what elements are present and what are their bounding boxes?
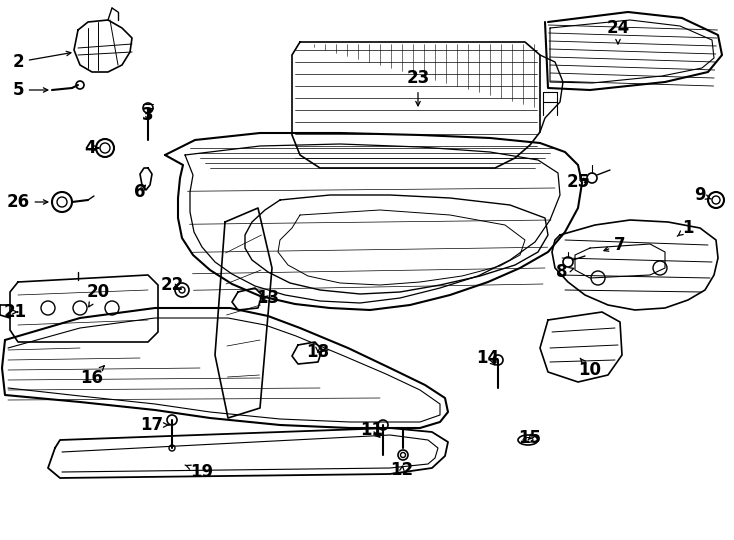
Text: 18: 18 <box>307 343 330 361</box>
Text: 17: 17 <box>140 416 169 434</box>
Text: 6: 6 <box>134 183 146 201</box>
Text: 23: 23 <box>407 69 429 106</box>
Text: 2: 2 <box>12 51 71 71</box>
Text: 15: 15 <box>518 429 542 447</box>
Text: 10: 10 <box>578 358 601 379</box>
Text: 9: 9 <box>694 186 711 204</box>
Text: 25: 25 <box>567 173 589 191</box>
Text: 13: 13 <box>256 289 280 307</box>
Text: 5: 5 <box>12 81 48 99</box>
Text: 11: 11 <box>360 421 383 439</box>
Text: 1: 1 <box>677 219 694 237</box>
Text: 21: 21 <box>4 303 26 321</box>
Text: 3: 3 <box>142 106 154 124</box>
Text: 24: 24 <box>606 19 630 44</box>
Text: 22: 22 <box>160 276 184 294</box>
Text: 4: 4 <box>84 139 99 157</box>
Text: 26: 26 <box>7 193 48 211</box>
Text: 12: 12 <box>390 461 413 479</box>
Text: 19: 19 <box>185 463 214 481</box>
Text: 16: 16 <box>81 366 104 387</box>
Text: 8: 8 <box>556 263 574 281</box>
Text: 20: 20 <box>87 283 109 307</box>
Text: 14: 14 <box>476 349 500 367</box>
Text: 7: 7 <box>604 236 626 254</box>
